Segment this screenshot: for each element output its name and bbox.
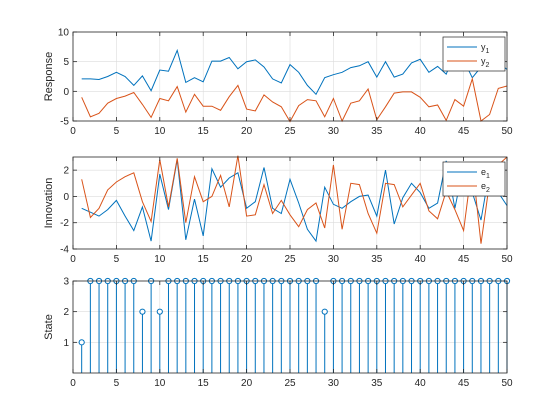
legend-box <box>442 36 506 72</box>
x-tick-label: 35 <box>371 126 383 137</box>
x-tick-label: 40 <box>415 378 427 389</box>
x-tick-label: 5 <box>114 126 120 137</box>
series-line-y2 <box>81 76 508 123</box>
x-tick-label: 25 <box>284 378 296 389</box>
x-tick-label: 15 <box>198 254 210 265</box>
y-tick-label: -2 <box>60 218 69 229</box>
x-tick-label: 45 <box>458 378 470 389</box>
y-tick-label: 0 <box>63 192 69 203</box>
x-tick-label: 15 <box>198 378 210 389</box>
y-tick-label: 5 <box>63 57 69 68</box>
stem-marker <box>156 308 163 315</box>
y-axis-label: Response <box>43 52 55 102</box>
x-tick-label: 30 <box>328 126 340 137</box>
x-tick-label: 0 <box>70 254 76 265</box>
y-tick-label: 2 <box>63 166 69 177</box>
x-tick-label: 10 <box>154 378 166 389</box>
x-tick-label: 5 <box>114 378 120 389</box>
legend-entry: e2 <box>481 181 490 194</box>
x-tick-label: 50 <box>501 126 513 137</box>
x-tick-label: 20 <box>241 254 253 265</box>
y-tick-label: 10 <box>58 28 70 39</box>
x-tick-label: 40 <box>415 254 427 265</box>
chart-panel-3: 0 5 10 15 20 25 30 35 40 45 50 1 2 3 State <box>43 277 513 390</box>
x-tick-label: 30 <box>328 378 340 389</box>
y-tick-label: 3 <box>63 277 69 288</box>
legend-entry: e1 <box>481 167 490 180</box>
x-tick-label: 5 <box>114 254 120 265</box>
x-tick-label: 20 <box>241 126 253 137</box>
x-tick-label: 25 <box>284 254 296 265</box>
legend-box <box>442 161 506 197</box>
x-tick-label: 0 <box>70 126 76 137</box>
y-tick-label: -4 <box>60 245 69 256</box>
y-axis-label: Innovation <box>43 178 55 229</box>
x-tick-label: 25 <box>284 126 296 137</box>
x-tick-label: 40 <box>415 126 427 137</box>
series-line-e2 <box>81 155 508 244</box>
x-tick-label: 30 <box>328 254 340 265</box>
stem-marker <box>78 339 85 346</box>
legend-entry: y2 <box>481 56 490 69</box>
x-tick-label: 50 <box>501 254 513 265</box>
legend-entry: y1 <box>481 42 490 55</box>
x-tick-label: 15 <box>198 126 210 137</box>
stem-marker <box>321 308 328 315</box>
x-tick-label: 0 <box>70 378 76 389</box>
stem-marker <box>139 308 146 315</box>
x-tick-label: 10 <box>154 254 166 265</box>
y-tick-label: 1 <box>63 338 69 349</box>
x-tick-label: 50 <box>501 378 513 389</box>
x-tick-label: 20 <box>241 378 253 389</box>
y-axis-label: State <box>43 314 55 340</box>
x-tick-label: 10 <box>154 126 166 137</box>
series-line-y1 <box>81 48 508 96</box>
x-tick-label: 45 <box>458 126 470 137</box>
x-tick-label: 45 <box>458 254 470 265</box>
y-tick-label: 2 <box>63 307 69 318</box>
y-tick-label: -5 <box>60 117 69 128</box>
x-tick-label: 35 <box>371 378 383 389</box>
series-line-e1 <box>81 159 508 243</box>
x-tick-label: 35 <box>371 254 383 265</box>
y-tick-label: 0 <box>63 87 69 98</box>
